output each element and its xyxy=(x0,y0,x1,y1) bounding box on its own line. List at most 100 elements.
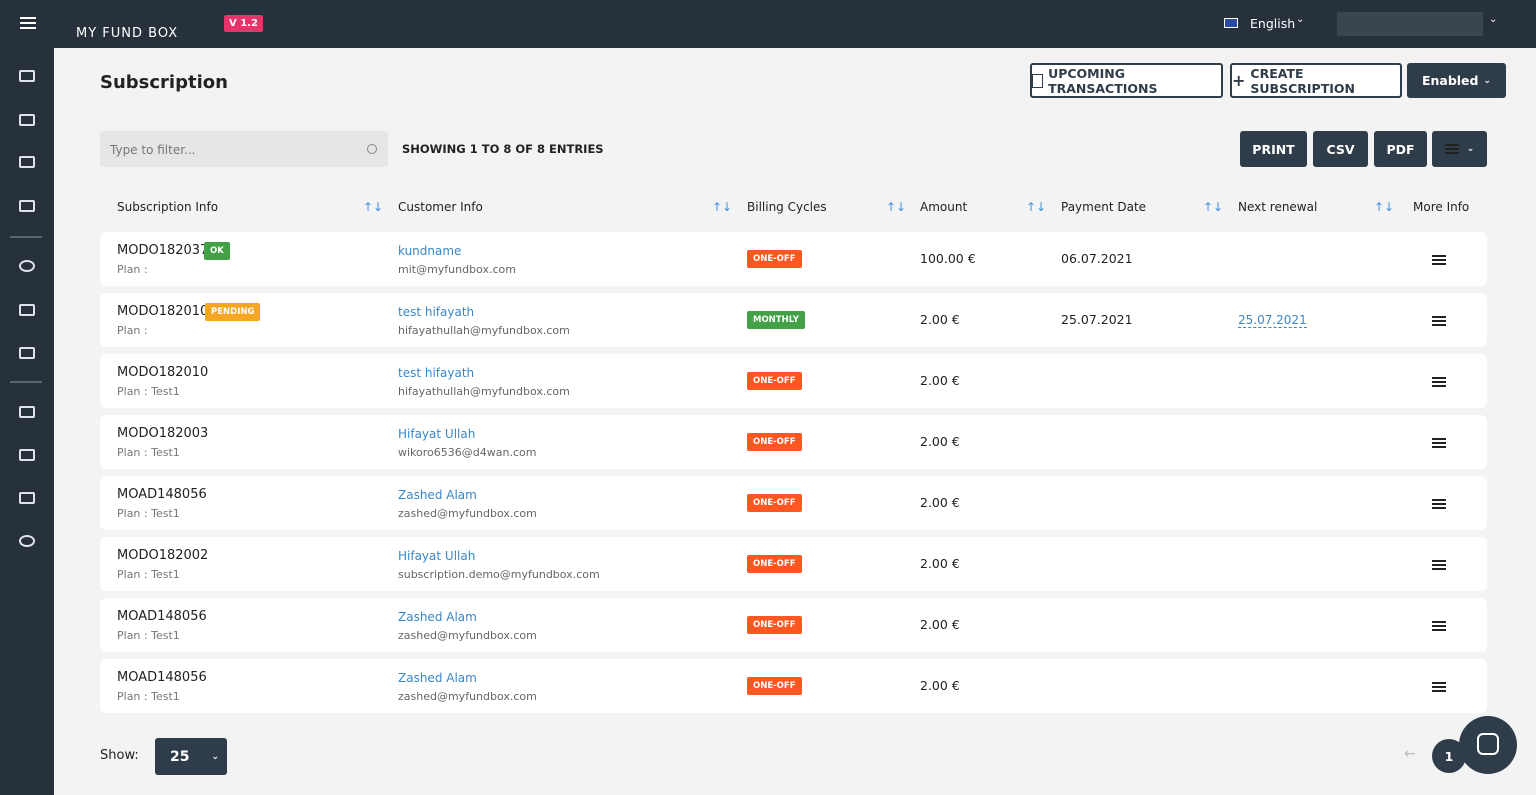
status-dropdown[interactable]: Enabled⌄ xyxy=(1407,63,1506,98)
plan: Plan : Test1 xyxy=(117,446,180,459)
subscription-id: MODO182003 xyxy=(117,426,208,441)
customer-name[interactable]: Zashed Alam xyxy=(398,610,477,624)
more-info[interactable] xyxy=(1432,560,1446,562)
nav-icon[interactable] xyxy=(19,535,35,547)
sort-icon[interactable]: ↑↓ xyxy=(712,200,732,214)
nav-icon[interactable] xyxy=(19,347,35,359)
billing-cycle: MONTHLY xyxy=(747,311,805,329)
columns-menu[interactable]: ⌄ xyxy=(1432,131,1487,167)
next-renewal[interactable]: 25.07.2021 xyxy=(1238,313,1307,328)
label: CREATE SUBSCRIPTION xyxy=(1250,66,1400,96)
column-header: Next renewal xyxy=(1238,200,1317,214)
billing-cycle: ONE-OFF xyxy=(747,494,802,512)
column-header: More Info xyxy=(1413,200,1469,214)
page-size-select[interactable]: 25⌄ xyxy=(155,738,227,775)
subscription-id: MOAD148056 xyxy=(117,670,207,685)
sort-icon[interactable]: ↑↓ xyxy=(363,200,383,214)
customer-email: hifayathullah@myfundbox.com xyxy=(398,385,570,398)
subscription-id: MOAD148056 xyxy=(117,609,207,624)
payment-date: 25.07.2021 xyxy=(1061,312,1133,327)
placeholder: Type to filter... xyxy=(110,143,196,157)
more-info[interactable] xyxy=(1432,255,1446,257)
nav-icon[interactable] xyxy=(19,449,35,461)
customer-name[interactable]: test hifayath xyxy=(398,366,474,380)
plan: Plan : xyxy=(117,324,148,337)
value: 25 xyxy=(170,749,189,765)
nav-icon[interactable] xyxy=(19,304,35,316)
more-info[interactable] xyxy=(1432,316,1446,318)
sort-icon[interactable]: ↑↓ xyxy=(1026,200,1046,214)
filter-input[interactable]: Type to filter... xyxy=(100,131,388,167)
table-row: MODO182010Plan : Test1test hifayathhifay… xyxy=(100,354,1487,408)
export-button[interactable]: PRINT xyxy=(1240,131,1307,167)
nav-icon[interactable] xyxy=(19,70,35,82)
amount: 2.00 € xyxy=(920,434,960,449)
plan: Plan : Test1 xyxy=(117,690,180,703)
table-row: MODO182010PENDINGPlan :test hifayathhifa… xyxy=(100,293,1487,347)
sort-icon[interactable]: ↑↓ xyxy=(1203,200,1223,214)
billing-cycle: ONE-OFF xyxy=(747,555,802,573)
search-icon xyxy=(367,144,377,154)
nav-icon[interactable] xyxy=(19,114,35,126)
logo: MY FUND BOX xyxy=(76,26,178,41)
top-bar: MY FUND BOX V 1.2 English ⌄ ⌄ xyxy=(0,0,1536,48)
more-info[interactable] xyxy=(1432,499,1446,501)
menu-toggle[interactable] xyxy=(20,17,36,19)
customer-name[interactable]: Hifayat Ullah xyxy=(398,549,475,563)
icon xyxy=(1032,74,1043,88)
nav-icon[interactable] xyxy=(19,406,35,418)
column-header: Subscription Info xyxy=(117,200,218,214)
nav-icon[interactable] xyxy=(19,156,35,168)
billing-cycle: ONE-OFF xyxy=(747,433,802,451)
caret: ⌄ xyxy=(1467,144,1475,154)
amount: 2.00 € xyxy=(920,678,960,693)
chat-button[interactable] xyxy=(1459,716,1517,774)
subscription-id: MODO182010 xyxy=(117,304,208,319)
table-row: MOAD148056 Plan : Test1 Zashed Alam zashed@… xyxy=(100,598,1487,652)
prev-page[interactable]: ← xyxy=(1404,746,1416,762)
plan: Plan : Test1 xyxy=(117,385,180,398)
plan: Plan : Test1 xyxy=(117,629,180,642)
table-row: MODO182002Plan : Test1Hifayat Ullahsubsc… xyxy=(100,537,1487,591)
caret: ⌄ xyxy=(1483,76,1491,86)
nav-icon[interactable] xyxy=(19,492,35,504)
billing-cycle: ONE-OFF xyxy=(747,372,802,390)
customer-name[interactable]: Zashed Alam xyxy=(398,671,477,685)
amount: 2.00 € xyxy=(920,495,960,510)
more-info[interactable] xyxy=(1432,682,1446,684)
create-button[interactable]: + CREATE SUBSCRIPTION xyxy=(1230,63,1402,98)
customer-name[interactable]: kundname xyxy=(398,244,461,258)
billing-cycle: ONE-OFF xyxy=(747,250,802,268)
export-button[interactable]: CSV xyxy=(1313,131,1368,167)
export-button[interactable]: PDF xyxy=(1374,131,1427,167)
table-row: MOAD148056Plan : Test1Zashed Alamzashed@… xyxy=(100,659,1487,713)
customer-name[interactable]: Hifayat Ullah xyxy=(398,427,475,441)
nav-icon[interactable] xyxy=(19,200,35,212)
status-badge: OK xyxy=(204,242,230,260)
customer-name[interactable]: Zashed Alam xyxy=(398,488,477,502)
sidebar xyxy=(0,48,54,795)
value: 1 xyxy=(1445,749,1454,764)
sort-icon[interactable]: ↑↓ xyxy=(1374,200,1394,214)
nav-icon[interactable] xyxy=(19,260,35,272)
more-info[interactable] xyxy=(1432,621,1446,623)
upcoming-button[interactable]: UPCOMING TRANSACTIONS xyxy=(1030,63,1223,98)
customer-name[interactable]: test hifayath xyxy=(398,305,474,319)
separator xyxy=(10,381,42,383)
more-info[interactable] xyxy=(1432,377,1446,379)
table-row: MOAD148056Plan : Test1Zashed Alamzashed@… xyxy=(100,476,1487,530)
more-info[interactable] xyxy=(1432,438,1446,440)
amount: 2.00 € xyxy=(920,617,960,632)
table-row: MODO182003Plan : Test1Hifayat Ullahwikor… xyxy=(100,415,1487,469)
icon: + xyxy=(1232,71,1245,90)
amount: 2.00 € xyxy=(920,556,960,571)
language-select[interactable]: English xyxy=(1250,16,1295,31)
customer-email: zashed@myfundbox.com xyxy=(398,629,537,642)
caret: ⌄ xyxy=(1489,14,1497,25)
table-row: MODO182037OKPlan :kundnamemit@myfundbox.… xyxy=(100,232,1487,286)
sort-icon[interactable]: ↑↓ xyxy=(886,200,906,214)
user-menu[interactable] xyxy=(1337,12,1483,36)
caret: ⌄ xyxy=(1296,14,1304,25)
subscription-id: MOAD148056 xyxy=(117,487,207,502)
